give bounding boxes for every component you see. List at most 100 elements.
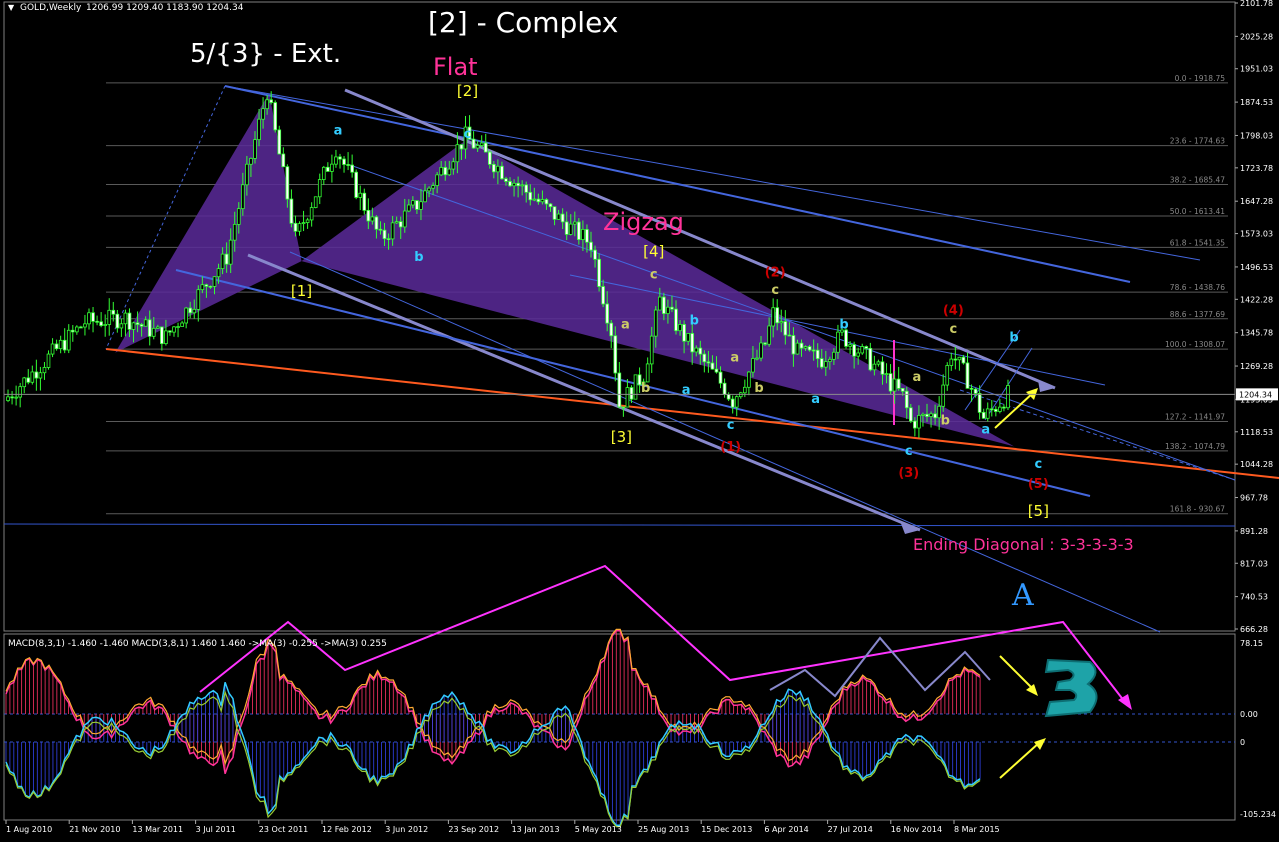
wave-1-line [105,85,226,350]
candle-body [913,420,917,429]
wave-label: a [730,350,739,365]
candle-body [710,362,715,370]
time-tick-label: 15 Dec 2013 [701,825,752,834]
candle-body [848,344,852,347]
lower-gray-channel [247,253,921,532]
candle-body [22,377,27,388]
wave-label: c [464,127,472,142]
candle-body [605,303,610,324]
candle-body [26,377,31,383]
candle-body [241,184,245,210]
candle-body [127,312,132,330]
candle-body [957,356,962,361]
current-price-label: 1204.34 [1239,390,1272,399]
wave-label: (3) [898,466,919,481]
candle-body [188,307,193,314]
candle-body [423,190,427,203]
price-tick-label: 1044.28 [1240,460,1273,469]
candle-body [722,382,727,395]
candle-body [791,335,796,355]
candle-body [532,198,537,201]
wave-label: (2) [765,265,786,280]
candle-body [50,343,55,355]
macd-tick-label: 78.15 [1240,639,1263,648]
candle-body [168,330,172,333]
candle-body [840,329,844,333]
candle-body [338,156,342,160]
candle-body [151,327,156,337]
candle-body [253,139,257,159]
price-tick-label: 1723.78 [1240,164,1273,173]
candle-body [58,339,63,350]
candle-body [767,325,771,345]
candle-body [75,326,79,333]
candle-body [220,253,225,270]
time-tick-label: 12 Feb 2012 [322,825,372,834]
candle-body [811,349,816,352]
upper-channel-line-2 [224,85,1201,261]
fib-level-label: 100.0 - 1308.07 [1165,340,1225,349]
candle-body [937,405,941,419]
candle-body [949,358,954,366]
price-tick-label: 2025.28 [1240,32,1273,41]
price-tick-label: 1496.53 [1240,263,1273,272]
candle-body [249,158,253,165]
candle-body [200,284,205,291]
candle-body [475,145,480,149]
time-tick-label: 8 Mar 2015 [954,825,1000,834]
candle-body [730,398,735,408]
candle-body [180,322,184,327]
time-tick-label: 5 May 2013 [575,825,622,834]
candle-body [929,413,933,417]
gray-arrow-head [900,521,920,534]
candle-body [726,394,731,400]
candle-body [568,223,573,235]
candle-body [888,373,893,392]
candle-body [900,388,905,392]
wave-label: b [641,381,650,396]
candle-body [625,387,630,408]
candle-body [131,322,136,330]
long-channel-line [349,164,1236,481]
time-tick-label: 3 Jun 2012 [385,825,428,834]
price-tick-label: 817.03 [1240,559,1268,568]
candle-body [143,319,148,327]
diagonal-box-line [964,329,1021,411]
candle-body [747,371,751,388]
candle-body [115,313,120,329]
candle-body [411,200,415,206]
candle-body [500,165,504,180]
candle-body [277,129,282,155]
candle-body [629,387,634,400]
time-tick-label: 3 Jul 2011 [196,825,236,834]
candle-body [734,396,739,408]
candle-body [572,221,577,225]
candle-body [662,296,666,314]
candle-body [544,199,549,205]
candle-body [62,339,67,351]
price-tick-label: 1345.78 [1240,329,1273,338]
candle-body [415,200,419,210]
candle-body [799,342,804,349]
candle-body [868,347,873,371]
candle-body [103,324,108,326]
candle-body [585,229,589,243]
brand-logo [1044,658,1098,718]
candle-body [645,363,650,383]
diagonal-box-line-2 [984,347,1033,421]
wave-label: a [334,124,343,139]
chart-menu-icon[interactable]: ▼ [8,3,15,12]
candle-body [953,358,958,361]
candle-body [147,319,152,337]
candle-body [487,151,492,165]
macd-tick-label: 0 [1240,738,1245,747]
price-tick-label: 967.78 [1240,494,1268,503]
candle-body [265,99,269,110]
macd-line-upper [5,629,981,775]
candlesticks [6,91,1010,438]
candle-body [892,378,897,392]
candle-body [795,342,800,355]
price-tick-label: 891.28 [1240,527,1268,536]
wave-a-big-label: A [1011,578,1034,613]
candle-body [313,196,318,208]
